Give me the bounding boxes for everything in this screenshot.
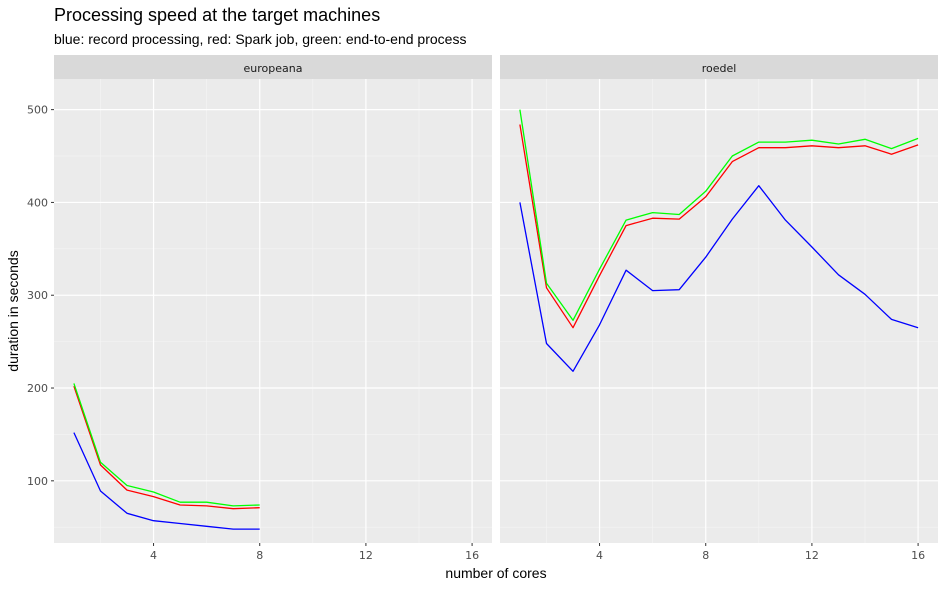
panel-background: [54, 79, 492, 543]
x-tick-label: 8: [702, 549, 709, 562]
y-tick-label: 100: [27, 475, 48, 488]
x-tick-label: 16: [465, 549, 479, 562]
x-tick-label: 12: [359, 549, 373, 562]
x-tick-label: 8: [256, 549, 263, 562]
facet-strip-label: roedel: [702, 62, 737, 75]
x-tick-label: 4: [596, 549, 603, 562]
y-tick-label: 300: [27, 289, 48, 302]
x-tick-label: 12: [805, 549, 819, 562]
facet-strip: [500, 55, 938, 79]
y-tick-label: 200: [27, 382, 48, 395]
series-line: [73, 383, 260, 507]
x-tick-label: 4: [150, 549, 157, 562]
x-axis-title: number of cores: [445, 565, 546, 581]
series-line: [73, 432, 260, 530]
y-tick-label: 500: [27, 104, 48, 117]
y-axis-title: duration in seconds: [5, 250, 21, 371]
facet-strip-label: europeana: [244, 62, 303, 75]
facet-strip: [54, 55, 492, 79]
chart-title: Processing speed at the target machines: [54, 5, 381, 25]
series-line: [73, 385, 260, 510]
series-line: [519, 185, 919, 372]
chart-subtitle: blue: record processing, red: Spark job,…: [54, 31, 467, 47]
x-tick-label: 16: [911, 549, 925, 562]
y-tick-label: 400: [27, 196, 48, 209]
series-line: [519, 109, 919, 321]
series-line: [519, 124, 919, 329]
